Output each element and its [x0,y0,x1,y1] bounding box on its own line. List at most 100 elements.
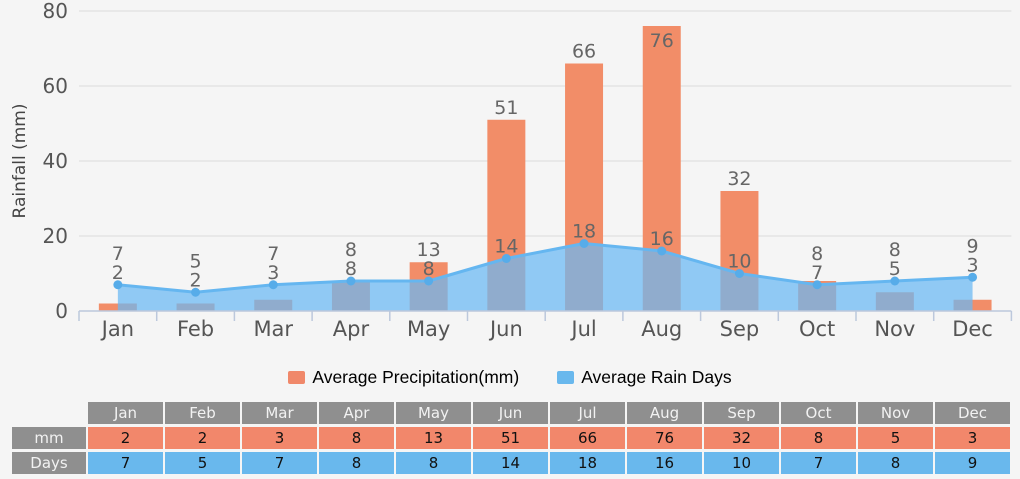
table-corner-cell [12,402,86,424]
raindays-marker-May[interactable] [424,276,434,286]
x-tick-label-Dec: Dec [952,317,993,341]
precip-value-label-Apr: 8 [345,258,357,280]
precip-value-label-Mar: 3 [267,262,279,284]
table-header-Aug: Aug [627,402,702,424]
table-cell-Days-Dec: 9 [935,452,1010,474]
x-tick-label-Apr: Apr [333,317,370,341]
table-cell-mm-Feb: 2 [165,427,240,449]
raindays-marker-Oct[interactable] [812,280,822,290]
precip-value-label-May: 13 [417,239,441,261]
table-cell-mm-Nov: 5 [858,427,933,449]
raindays-marker-Mar[interactable] [268,280,278,290]
table-header-Nov: Nov [858,402,933,424]
table-header-May: May [396,402,471,424]
legend-label-precipitation: Average Precipitation(mm) [312,367,520,387]
table-cell-mm-Dec: 3 [935,427,1010,449]
table-cell-mm-May: 13 [396,427,471,449]
raindays-value-label-Dec: 9 [967,235,979,257]
raindays-marker-Jul[interactable] [579,239,589,248]
x-tick-label-Jan: Jan [100,317,134,341]
legend-label-raindays: Average Rain Days [581,367,732,387]
table-header-Jan: Jan [88,402,163,424]
table-header-Mar: Mar [242,402,317,424]
raindays-line [117,242,973,294]
table-header-Oct: Oct [781,402,856,424]
raindays-value-label-Nov: 8 [889,239,901,261]
raindays-value-label-Jul: 18 [572,221,596,243]
table-cell-mm-Apr: 8 [319,427,394,449]
raindays-value-label-Oct: 7 [811,262,823,284]
table-cell-mm-Jun: 51 [473,427,548,449]
raindays-swatch-icon [557,371,575,384]
table-cell-Days-Oct: 7 [781,452,856,474]
table-cell-Days-Aug: 16 [627,452,702,474]
raindays-marker-Apr[interactable] [346,276,356,286]
table-header-Feb: Feb [165,402,240,424]
table-cell-mm-Mar: 3 [242,427,317,449]
precip-value-label-Jun: 51 [494,97,518,119]
x-tick-label-May: May [407,317,450,341]
raindays-marker-Aug[interactable] [657,246,667,256]
table-cell-Days-Apr: 8 [319,452,394,474]
table-cell-Days-Nov: 8 [858,452,933,474]
raindays-marker-Sep[interactable] [734,269,744,278]
table-cell-mm-Oct: 8 [781,427,856,449]
x-tick-label-Feb: Feb [177,317,214,341]
table-cell-Days-Sep: 10 [704,452,779,474]
x-tick-label-Jul: Jul [569,317,596,341]
y-tick-label-80: 80 [43,0,68,23]
raindays-value-label-Mar: 7 [267,243,279,265]
x-tick-label-Nov: Nov [874,317,915,341]
raindays-marker-Jan[interactable] [113,280,123,290]
raindays-value-label-May: 8 [423,258,435,280]
table-cell-Days-Mar: 7 [242,452,317,474]
precip-value-label-Sep: 32 [727,168,751,190]
precip-value-label-Nov: 5 [889,258,901,280]
y-tick-label-60: 60 [43,74,68,98]
precip-value-label-Feb: 2 [190,269,202,291]
raindays-value-label-Jan: 7 [112,243,124,265]
legend-item-precipitation[interactable]: Average Precipitation(mm) [288,367,519,388]
table-header-Jun: Jun [473,402,548,424]
raindays-area [117,243,973,311]
precip-value-label-Aug: 76 [650,30,674,52]
y-tick-label-20: 20 [43,224,68,248]
raindays-value-label-Aug: 16 [650,228,674,250]
table-cell-Days-Feb: 5 [165,452,240,474]
table-cell-Days-Jun: 14 [473,452,548,474]
precip-value-label-Jul: 66 [572,41,596,63]
raindays-marker-Dec[interactable] [968,272,978,282]
raindays-marker-Jun[interactable] [501,254,511,263]
x-tick-label-Oct: Oct [799,317,835,341]
raindays-marker-Feb[interactable] [191,287,201,297]
table-cell-Days-Jul: 18 [550,452,625,474]
raindays-marker-Nov[interactable] [890,276,900,286]
y-axis-title: Rainfall (mm) [10,104,30,219]
raindays-value-label-Jun: 14 [494,236,518,258]
table-header-Jul: Jul [550,402,625,424]
table-cell-Days-Jan: 7 [88,452,163,474]
x-tick-label-Sep: Sep [720,317,760,341]
table-header-Apr: Apr [319,402,394,424]
table-cell-mm-Aug: 76 [627,427,702,449]
table-header-Dec: Dec [935,402,1010,424]
table-cell-mm-Jan: 2 [88,427,163,449]
x-tick-label-Jun: Jun [488,317,523,341]
table-cell-mm-Jul: 66 [550,427,625,449]
legend: Average Precipitation(mm) Average Rain D… [0,367,1020,388]
precip-value-label-Oct: 8 [811,243,823,265]
raindays-value-label-Feb: 5 [190,250,202,272]
table-header-Sep: Sep [704,402,779,424]
x-tick-label-Aug: Aug [641,317,682,341]
y-tick-label-0: 0 [55,299,68,323]
table-row-label-mm: mm [12,427,86,449]
table-cell-mm-Sep: 32 [704,427,779,449]
legend-item-raindays[interactable]: Average Rain Days [557,367,732,388]
precipitation-swatch-icon [288,371,306,384]
data-table: Jan Feb Mar Apr May Jun Jul Aug Sep Oct Nov Dec mm 2 2… [12,402,1010,474]
y-tick-label-40: 40 [43,149,68,173]
raindays-value-label-Sep: 10 [727,251,751,273]
table-row-label-Days: Days [12,452,86,474]
